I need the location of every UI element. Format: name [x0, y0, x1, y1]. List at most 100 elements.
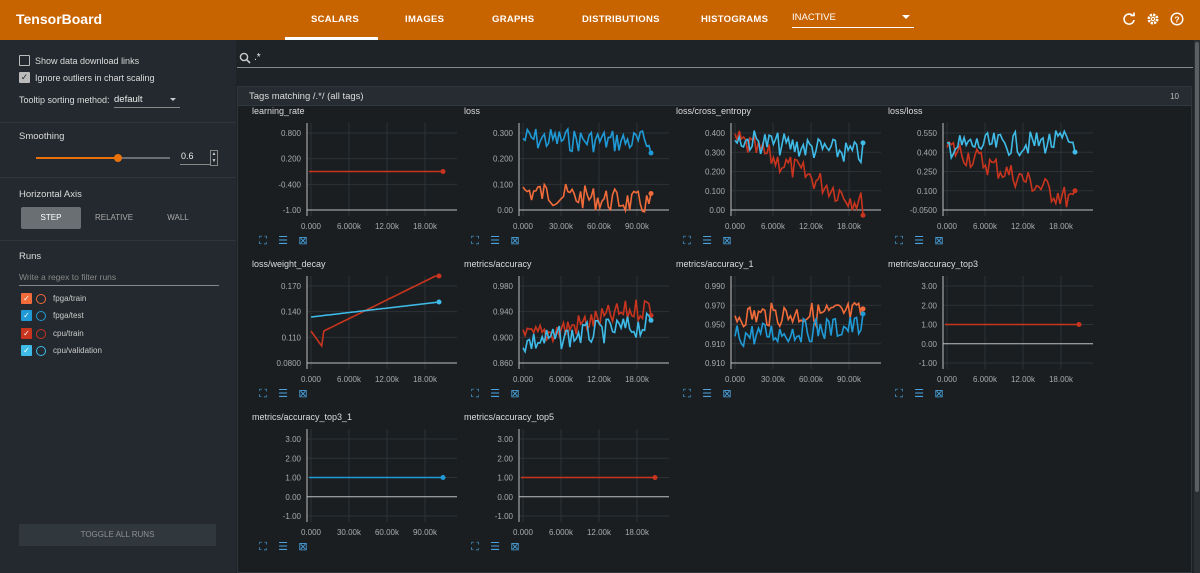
chart-title: metrics/accuracy_top3	[888, 259, 979, 269]
fit-domain-icon[interactable]: ⊠	[298, 235, 308, 247]
fit-domain-icon[interactable]: ⊠	[722, 235, 732, 247]
tab-histograms[interactable]: HISTOGRAMS	[701, 14, 769, 25]
tab-scalars[interactable]: SCALARS	[311, 14, 360, 25]
smoothing-input[interactable]: 0.6	[180, 151, 210, 165]
data-table-icon[interactable]: ☰	[914, 235, 924, 247]
data-table-icon[interactable]: ☰	[278, 541, 288, 553]
fullscreen-icon[interactable]: ⛶	[683, 235, 691, 247]
search-icon	[239, 52, 251, 64]
data-table-icon[interactable]: ☰	[490, 541, 500, 553]
chart-card: loss 0.300 0.200 0.100 0.00 0.000 30.00k 60.00k…	[461, 106, 673, 258]
run-checkbox[interactable]: ✓	[21, 293, 32, 304]
page-scrollbar-thumb[interactable]	[1195, 42, 1199, 492]
fullscreen-icon[interactable]: ⛶	[259, 388, 267, 400]
ignore-outliers-option[interactable]: ✓ Ignore outliers in chart scaling	[19, 72, 155, 83]
chart-card: metrics/accuracy 0.980 0.940 0.900 0.860 0.00…	[461, 259, 673, 411]
x-tick-label: 18.00k	[837, 222, 862, 231]
x-tick-label: 18.00k	[413, 375, 438, 384]
run-checkbox[interactable]: ✓	[21, 310, 32, 321]
chart-actions: ⛶ ☰ ⊠	[257, 541, 309, 553]
fit-domain-icon[interactable]: ⊠	[298, 388, 308, 400]
chart-plot[interactable]: 3.00 2.00 1.00 0.00 -1.00 0.000 30.00k 60.00k 90…	[249, 424, 461, 540]
fullscreen-icon[interactable]: ⛶	[895, 235, 903, 247]
fullscreen-icon[interactable]: ⛶	[895, 388, 903, 400]
smoothing-stepper[interactable]: ▲ ▼	[210, 150, 218, 166]
data-table-icon[interactable]: ☰	[278, 388, 288, 400]
run-color-icon[interactable]	[36, 328, 46, 339]
smoothing-slider-handle[interactable]	[114, 154, 122, 162]
fit-domain-icon[interactable]: ⊠	[510, 388, 520, 400]
run-color-icon[interactable]	[36, 345, 46, 356]
chart-plot[interactable]: 0.170 0.140 0.110 0.0800 0.000 6.000k 12.00k 18…	[249, 271, 461, 387]
run-item[interactable]: ✓ cpu/train	[21, 328, 84, 339]
ignore-outliers-checkbox[interactable]: ✓	[19, 72, 30, 83]
show-download-links-option[interactable]: Show data download links	[19, 55, 139, 66]
tag-panel: Tags matching /.*/ (all tags) 10 learnin…	[237, 86, 1192, 573]
chart-plot[interactable]: 0.800 0.200 -0.400 -1.00 0.000 6.000k 12.00k 18…	[249, 118, 461, 234]
chart-plot[interactable]: 0.300 0.200 0.100 0.000.000 30.00k 60.00k 90.0…	[461, 118, 673, 234]
inactive-plugins-dropdown[interactable]: INACTIVE	[792, 12, 914, 28]
fit-domain-icon[interactable]: ⊠	[934, 388, 944, 400]
run-checkbox[interactable]: ✓	[21, 345, 32, 356]
y-tick-label: 0.0800	[277, 359, 302, 368]
series-endpoint	[860, 306, 866, 312]
chart-card: metrics/accuracy_1 0.990 0.970 0.950 0.910 0.…	[673, 259, 885, 411]
data-table-icon[interactable]: ☰	[490, 388, 500, 400]
settings-icon[interactable]	[1145, 12, 1161, 28]
y-tick-label: 0.250	[917, 168, 938, 177]
run-item[interactable]: ✓ cpu/validation	[21, 345, 102, 356]
y-tick-label: 0.900	[493, 333, 514, 342]
tag-search-input[interactable]: .*	[254, 52, 261, 63]
fullscreen-icon[interactable]: ⛶	[471, 388, 479, 400]
run-item[interactable]: ✓ fpga/train	[21, 293, 86, 304]
fit-domain-icon[interactable]: ⊠	[510, 541, 520, 553]
fullscreen-icon[interactable]: ⛶	[683, 388, 691, 400]
run-item[interactable]: ✓ fpga/test	[21, 310, 84, 321]
chart-title: loss/loss	[888, 106, 923, 116]
x-tick-label: 60.00k	[587, 222, 612, 231]
fit-domain-icon[interactable]: ⊠	[934, 235, 944, 247]
show-download-links-checkbox[interactable]	[19, 55, 30, 66]
chart-plot[interactable]: 3.00 2.00 1.00 0.00 -1.00 0.000 6.000k 12.00k 18…	[885, 271, 1097, 387]
fullscreen-icon[interactable]: ⛶	[259, 541, 267, 553]
tooltip-sorting-select[interactable]: default	[114, 94, 180, 108]
app-title: TensorBoard	[16, 11, 103, 27]
run-checkbox[interactable]: ✓	[21, 328, 32, 339]
fullscreen-icon[interactable]: ⛶	[471, 235, 479, 247]
series-line	[734, 130, 864, 216]
chart-plot[interactable]: 0.400 0.300 0.200 0.100 0.000.000 6.000k 12.00…	[673, 118, 885, 234]
divider	[0, 177, 236, 178]
run-color-icon[interactable]	[36, 310, 46, 321]
help-icon[interactable]: ?	[1169, 12, 1185, 28]
fullscreen-icon[interactable]: ⛶	[471, 541, 479, 553]
toggle-all-runs-button[interactable]: TOGGLE ALL RUNS	[19, 524, 216, 546]
fullscreen-icon[interactable]: ⛶	[259, 235, 267, 247]
chart-plot[interactable]: 0.550 0.400 0.250 0.100 -0.0500 0.000 6.000k 12…	[885, 118, 1097, 234]
chart-plot[interactable]: 3.00 2.00 1.00 0.00 -1.00 0.000 6.000k 12.00k 18…	[461, 424, 673, 540]
run-color-icon[interactable]	[36, 293, 46, 304]
horizontal-axis-heading: Horizontal Axis	[19, 189, 82, 200]
chart-title: metrics/accuracy_1	[676, 259, 754, 269]
tab-graphs[interactable]: GRAPHS	[492, 14, 535, 25]
fit-domain-icon[interactable]: ⊠	[510, 235, 520, 247]
data-table-icon[interactable]: ☰	[914, 388, 924, 400]
data-table-icon[interactable]: ☰	[702, 388, 712, 400]
x-tick-label: 12.00k	[375, 375, 400, 384]
tab-images[interactable]: IMAGES	[405, 14, 445, 25]
chart-plot[interactable]: 0.990 0.970 0.950 0.910 0.910 0.000 30.00k 60.0…	[673, 271, 885, 387]
tab-distributions[interactable]: DISTRIBUTIONS	[582, 14, 660, 25]
data-table-icon[interactable]: ☰	[278, 235, 288, 247]
axis-wall-button[interactable]: WALL	[167, 213, 189, 222]
y-tick-label: 3.00	[285, 435, 301, 444]
refresh-icon[interactable]	[1121, 12, 1137, 28]
runs-filter-input[interactable]: Write a regex to filter runs	[19, 272, 219, 286]
chart-plot[interactable]: 0.980 0.940 0.900 0.860 0.000 6.000k 12.00k 18.…	[461, 271, 673, 387]
axis-step-button[interactable]: STEP	[21, 207, 81, 229]
fit-domain-icon[interactable]: ⊠	[298, 541, 308, 553]
data-table-icon[interactable]: ☰	[490, 235, 500, 247]
y-tick-label: 3.00	[497, 435, 513, 444]
axis-relative-button[interactable]: RELATIVE	[94, 213, 134, 222]
data-table-icon[interactable]: ☰	[702, 235, 712, 247]
fit-domain-icon[interactable]: ⊠	[722, 388, 732, 400]
tag-panel-header[interactable]: Tags matching /.*/ (all tags) 10	[238, 87, 1191, 106]
